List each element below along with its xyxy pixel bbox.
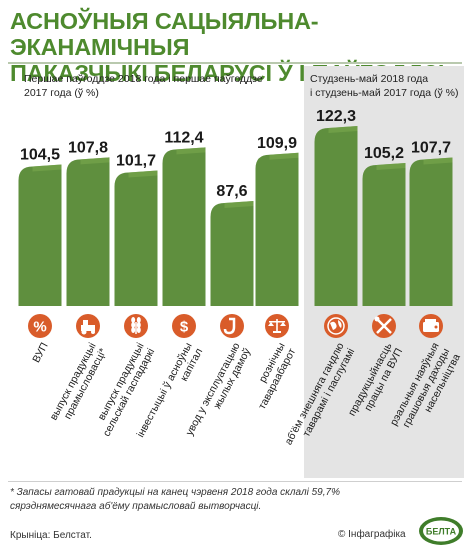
belta-logo: БЕЛТА xyxy=(419,517,463,545)
bar-group xyxy=(314,126,358,306)
category-label: рознічнытавараабарот xyxy=(245,341,298,412)
scales-pan xyxy=(268,322,274,326)
wallet-bill xyxy=(425,319,436,322)
left-panel-subtitle: Першае паўгоддзе 2018 года і першае паўг… xyxy=(24,72,263,100)
globe-land xyxy=(330,321,337,330)
right-subtitle-line-1: Студзень-май 2018 года xyxy=(310,73,429,85)
percent-icon: % xyxy=(33,319,46,336)
globe-land xyxy=(338,320,342,328)
bar-highlight xyxy=(128,170,158,178)
bar-highlight xyxy=(176,147,206,155)
scales-pan xyxy=(280,322,286,326)
wheat-grain xyxy=(131,327,136,333)
left-subtitle-line-1: Першае паўгоддзе 2018 года і першае паўг… xyxy=(24,73,263,85)
credit-text: © Інфаграфіка xyxy=(338,529,406,540)
globe-icon xyxy=(327,317,345,335)
footnote-line-2: сярэднямесячнага аб'ёму прамысловай вытв… xyxy=(10,500,262,512)
bar xyxy=(66,157,110,306)
value-label: 105,2 xyxy=(364,145,404,162)
factory-wheel xyxy=(91,330,95,334)
dollar-glyph: $ xyxy=(180,319,189,336)
right-panel-subtitle: Студзень-май 2018 года і студзень-май 20… xyxy=(310,72,458,100)
wallet-icon xyxy=(423,319,439,332)
footnote-line-1: * Запасы гатовай прадукцыі на канец чэрв… xyxy=(10,487,340,498)
footnote: * Запасы гатовай прадукцыі на канец чэрв… xyxy=(10,486,465,513)
icon-circle xyxy=(172,314,196,338)
category-label-line: ВУП xyxy=(30,341,50,365)
bar xyxy=(18,164,62,306)
value-label: 109,9 xyxy=(257,135,297,152)
crane-icon xyxy=(223,317,236,335)
bar-highlight xyxy=(328,126,358,133)
scales-base xyxy=(273,331,281,333)
bar-highlight xyxy=(423,157,453,165)
scales-beam xyxy=(269,321,285,323)
svg-text:БЕЛТА: БЕЛТА xyxy=(426,527,457,537)
scales-icon xyxy=(268,319,286,333)
percent-glyph: % xyxy=(33,319,46,336)
bar xyxy=(114,170,158,306)
bar-group xyxy=(210,201,254,306)
bar-group xyxy=(362,162,406,306)
bar xyxy=(255,152,299,306)
bar-highlight xyxy=(376,162,406,170)
value-label: 101,7 xyxy=(116,153,156,170)
bar xyxy=(210,201,254,306)
wheat-grain xyxy=(131,322,136,328)
bar-highlight xyxy=(32,164,62,172)
wheat-icon xyxy=(131,317,141,334)
bar-highlight xyxy=(224,201,254,208)
title-divider xyxy=(8,62,462,64)
bar xyxy=(409,157,453,306)
tools-icon xyxy=(374,316,392,334)
wallet-clasp xyxy=(434,325,438,329)
icon-circle xyxy=(28,314,52,338)
bar xyxy=(162,147,206,306)
source-text: Крыніца: Белстат. xyxy=(10,530,92,541)
factory-body xyxy=(81,325,95,331)
screwdriver xyxy=(376,318,392,334)
wheat-grain xyxy=(136,327,141,333)
left-subtitle-line-2: 2017 года (ў %) xyxy=(24,87,99,99)
wallet-body xyxy=(423,322,439,332)
value-label: 107,8 xyxy=(68,139,108,156)
wheat-grain xyxy=(136,317,141,323)
bar xyxy=(314,126,358,306)
category-label: ВУП xyxy=(30,341,50,365)
value-label: 104,5 xyxy=(20,146,60,163)
bar-highlight xyxy=(269,152,299,160)
value-label: 112,4 xyxy=(164,129,203,146)
globe-outline xyxy=(327,317,345,335)
title-line-1: Асноўныя сацыяльна-эканамічныя xyxy=(10,8,319,60)
factory-wheel xyxy=(81,329,87,335)
bar-group xyxy=(66,157,110,306)
factory-icon xyxy=(81,320,95,335)
scales-pole xyxy=(276,319,278,332)
dollar-icon: $ xyxy=(180,319,189,336)
bar-group xyxy=(162,147,206,306)
wheat-grain xyxy=(136,322,141,328)
bar-group xyxy=(255,152,299,306)
icon-circle xyxy=(220,314,244,338)
right-subtitle-line-2: і студзень-май 2017 года (ў %) xyxy=(310,87,459,99)
bar-group xyxy=(18,164,62,306)
footer-divider xyxy=(8,481,462,482)
bar-highlight xyxy=(80,157,110,165)
crane-hook xyxy=(223,317,236,335)
bar-group xyxy=(114,170,158,306)
wrench-head xyxy=(374,316,380,322)
value-label: 87,6 xyxy=(216,183,247,200)
value-label: 107,7 xyxy=(411,140,451,157)
wheat-grain xyxy=(131,317,136,323)
bar-group xyxy=(409,157,453,306)
value-label: 122,3 xyxy=(316,108,356,125)
bar xyxy=(362,162,406,306)
factory-cabin xyxy=(83,320,88,325)
